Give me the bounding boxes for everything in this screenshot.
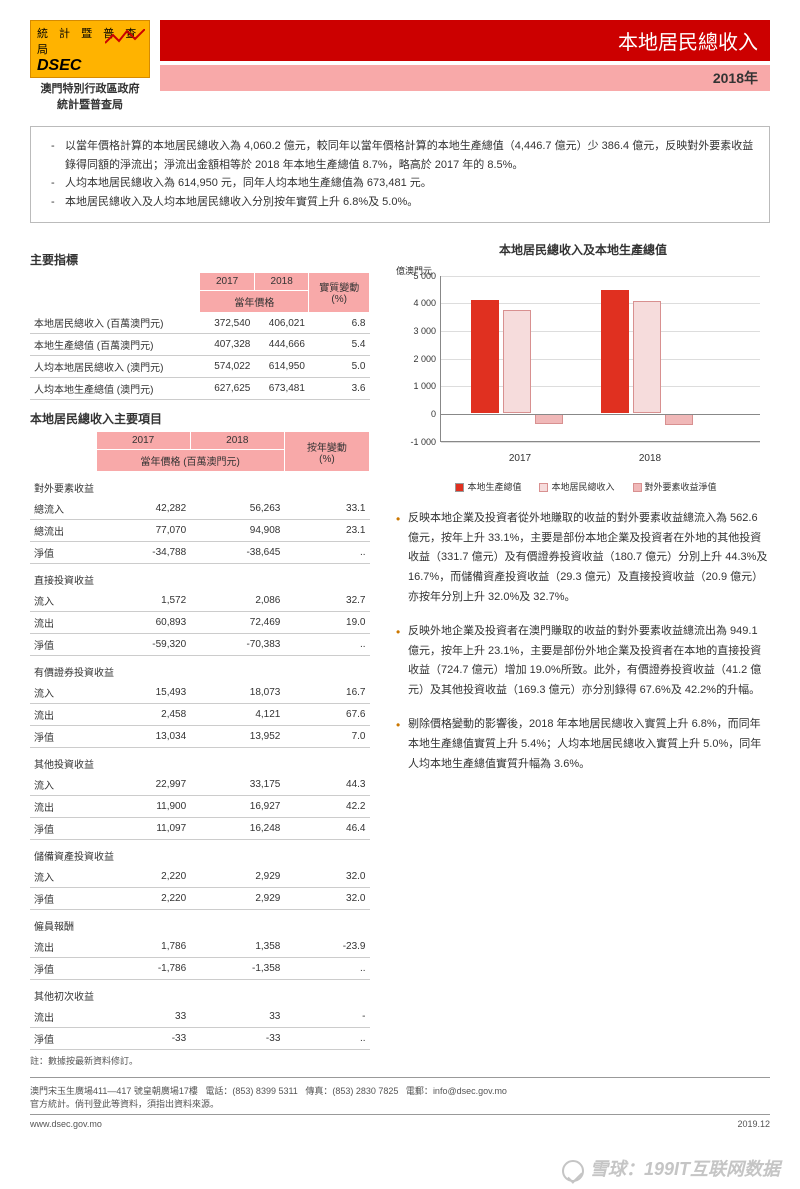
legend-item: 本地居民總收入 [533,482,614,492]
chart-bar [665,414,693,425]
y-tick: 4 000 [396,298,436,308]
chart-legend: 本地生產總值 本地居民總收入 對外要素收益淨值 [396,480,770,493]
table-row: 流入2,2202,92932.0 [30,866,370,888]
table-row: 流入22,99733,17544.3 [30,774,370,796]
table-row: 總流入42,28256,26333.1 [30,498,370,520]
table-components: 2017 2018 按年變動 (%) 當年價格 (百萬澳門元) 對外要素收益總流… [30,431,370,1050]
summary-box: 以當年價格計算的本地居民總收入為 4,060.2 億元，較同年以當年價格計算的本… [30,126,770,223]
table-row: 流入15,49318,07316.7 [30,682,370,704]
table-group-head: 直接投資收益 [30,564,370,591]
footer-mail: info@dsec.gov.mo [433,1086,507,1096]
table-row: 淨值-1,786-1,358.. [30,958,370,980]
table2-note: 註：數據按最新資料修訂。 [30,1054,370,1067]
table-row: 總流出77,07094,90823.1 [30,520,370,542]
footer-tel: (853) 8399 5311 [232,1086,297,1096]
table-group-head: 對外要素收益 [30,472,370,499]
legend-item: 本地生產總值 [449,482,521,492]
t2-h-y2: 2018 [190,432,284,450]
logo-sub2: 統計暨普查局 [30,96,150,112]
logo-en: DSEC [37,57,143,75]
t1-h-y2: 2018 [254,272,309,290]
x-tick: 2017 [470,453,570,464]
bullet-item: 反映本地企業及投資者從外地賺取的收益的對外要素收益總流入為 562.6 億元，按… [396,509,770,608]
chart-title: 本地居民總收入及本地生產總值 [396,241,770,258]
chart-bar [601,290,629,413]
watermark-text: 雪球：199IT互联网数据 [590,1159,780,1179]
summary-item: 以當年價格計算的本地居民總收入為 4,060.2 億元，較同年以當年價格計算的本… [57,137,755,174]
table-row: 流出3333- [30,1006,370,1028]
table-row: 流出1,7861,358-23.9 [30,936,370,958]
table2-title: 本地居民總收入主要項目 [30,410,370,427]
y-tick: 5 000 [396,271,436,281]
summary-item: 人均本地居民總收入為 614,950 元，同年人均本地生產總值為 673,481… [57,174,755,193]
page-title: 本地居民總收入 [160,20,770,61]
watermark-icon [562,1160,584,1182]
table-row: 淨值13,03413,9527.0 [30,726,370,748]
t1-h-sub: 當年價格 [200,290,309,312]
footer-fax: (853) 2830 7825 [332,1086,398,1096]
table-row: 人均本地生產總值 (澳門元)627,625673,4813.6 [30,378,370,400]
table-row: 流出2,4584,12167.6 [30,704,370,726]
table-group-head: 僱員報酬 [30,910,370,937]
footer-url: www.dsec.gov.mo [30,1119,102,1129]
table-row: 人均本地居民總收入 (澳門元)574,022614,9505.0 [30,356,370,378]
table-key-indicators: 2017 2018 實質變動 (%) 當年價格 本地居民總收入 (百萬澳門元)3… [30,272,370,401]
t2-h-chg: 按年變動 (%) [284,432,369,472]
summary-item: 本地居民總收入及人均本地居民總收入分別按年實質上升 6.8%及 5.0%。 [57,193,755,212]
bullet-item: 剔除價格變動的影響後，2018 年本地居民總收入實質上升 6.8%，而同年本地生… [396,715,770,774]
table-group-head: 有價證券投資收益 [30,656,370,683]
y-tick: 2 000 [396,354,436,364]
table-row: 本地生產總值 (百萬澳門元)407,328444,6665.4 [30,334,370,356]
legend-item: 對外要素收益淨值 [627,482,717,492]
footer-mail-l: 電郵： [406,1086,433,1096]
chart-bar [503,310,531,413]
year-bar: 2018年 [160,65,770,91]
table-group-head: 其他初次收益 [30,980,370,1007]
t2-h-sub: 當年價格 (百萬澳門元) [96,450,284,472]
table-row: 流入1,5722,08632.7 [30,590,370,612]
x-tick: 2018 [600,453,700,464]
footer-tel-l: 電話： [205,1086,232,1096]
table-row: 淨值2,2202,92932.0 [30,888,370,910]
table-group-head: 儲備資產投資收益 [30,840,370,867]
table1-title: 主要指標 [30,251,370,268]
footer-stat: 官方統計。倘刊登此等資料，須指出資料來源。 [30,1097,770,1110]
table-row: 流出11,90016,92742.2 [30,796,370,818]
table-row: 流出60,89372,46919.0 [30,612,370,634]
y-tick: 0 [396,409,436,419]
chart-bar [535,414,563,424]
table-row: 淨值-59,320-70,383.. [30,634,370,656]
table-row: 淨值-33-33.. [30,1028,370,1050]
footer: 澳門宋玉生廣場411—417 號皇朝廣場17樓 電話：(853) 8399 53… [30,1077,770,1129]
bar-chart: 億澳門元 -1 00001 0002 0003 0004 0005 000 20… [396,266,770,476]
footer-fax-l: 傳真： [305,1086,332,1096]
t1-h-chg: 實質變動 (%) [309,272,370,312]
y-tick: 1 000 [396,381,436,391]
y-tick: -1 000 [396,437,436,447]
table-row: 本地居民總收入 (百萬澳門元)372,540406,0216.8 [30,312,370,334]
chart-bar [471,300,499,413]
table-row: 淨值-34,788-38,645.. [30,542,370,564]
table-row: 淨值11,09716,24846.4 [30,818,370,840]
footer-date: 2019.12 [737,1119,770,1129]
t1-h-y1: 2017 [200,272,255,290]
y-tick: 3 000 [396,326,436,336]
watermark: 雪球：199IT互联网数据 [0,1149,800,1189]
chart-bar [633,301,661,413]
bullets: 反映本地企業及投資者從外地賺取的收益的對外要素收益總流入為 562.6 億元，按… [396,509,770,775]
logo-block: 統 計 暨 普 查 局 DSEC 澳門特別行政區政府 統計暨普查局 [30,20,150,112]
logo-sub1: 澳門特別行政區政府 [30,80,150,96]
bullet-item: 反映外地企業及投資者在澳門賺取的收益的對外要素收益總流出為 949.1 億元，按… [396,622,770,701]
table-group-head: 其他投資收益 [30,748,370,775]
footer-addr: 澳門宋玉生廣場411—417 號皇朝廣場17樓 [30,1086,198,1096]
t2-h-y1: 2017 [96,432,190,450]
